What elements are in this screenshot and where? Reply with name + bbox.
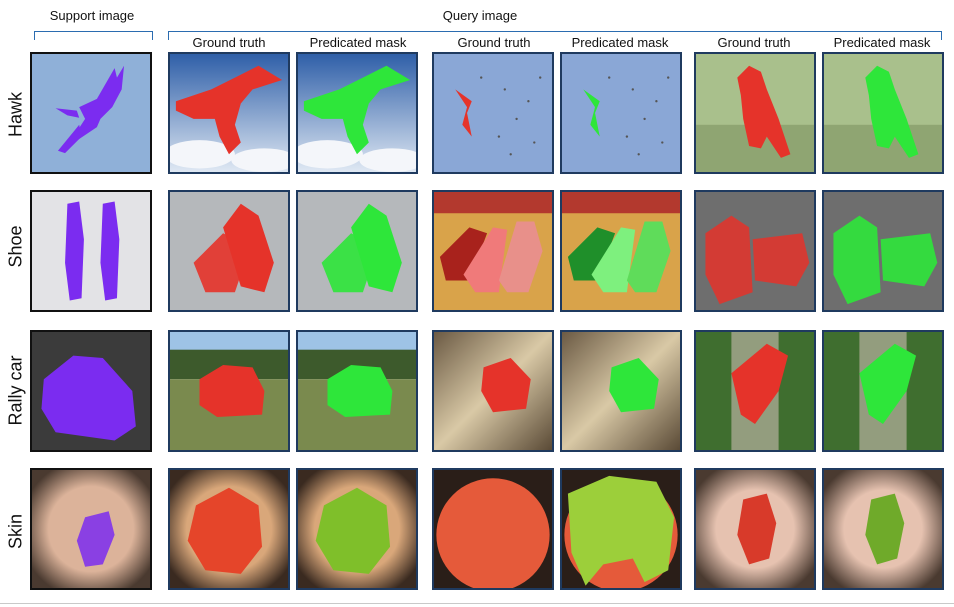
skin-3-predicted-mask (822, 468, 944, 590)
support-image-header: Support image (49, 8, 135, 23)
row-label-shoe: Shoe (5, 225, 26, 268)
hawk-support-image (30, 52, 152, 174)
skin-1-ground-truth (168, 468, 290, 590)
skin-2-predicted-mask (560, 468, 682, 590)
rally-car-2-ground-truth (432, 330, 554, 452)
predicted-mask-header-2: Predicated mask (571, 35, 669, 50)
hawk-1-predicted-mask (296, 52, 418, 174)
query-image-header: Query image (442, 8, 518, 23)
rally-car-1-predicted-mask (296, 330, 418, 452)
shoe-support-image (30, 190, 152, 312)
query-bracket (168, 31, 942, 40)
ground-truth-header-3: Ground truth (717, 35, 791, 50)
rally-car-3-predicted-mask (822, 330, 944, 452)
hawk-3-ground-truth (694, 52, 816, 174)
hawk-1-ground-truth (168, 52, 290, 174)
hawk-2-ground-truth (432, 52, 554, 174)
skin-2-ground-truth (432, 468, 554, 590)
skin-3-ground-truth (694, 468, 816, 590)
shoe-1-predicted-mask (296, 190, 418, 312)
row-label-hawk: Hawk (5, 92, 26, 138)
shoe-2-ground-truth (432, 190, 554, 312)
ground-truth-header-2: Ground truth (457, 35, 531, 50)
rally-car-3-ground-truth (694, 330, 816, 452)
skin-1-predicted-mask (296, 468, 418, 590)
shoe-3-predicted-mask (822, 190, 944, 312)
predicted-mask-header-3: Predicated mask (833, 35, 931, 50)
predicted-mask-header-1: Predicated mask (309, 35, 407, 50)
shoe-2-predicted-mask (560, 190, 682, 312)
row-label-skin: Skin (5, 514, 26, 550)
hawk-2-predicted-mask (560, 52, 682, 174)
support-bracket (34, 31, 153, 40)
ground-truth-header-1: Ground truth (192, 35, 266, 50)
rally-car-1-ground-truth (168, 330, 290, 452)
shoe-3-ground-truth (694, 190, 816, 312)
rally-car-support-image (30, 330, 152, 452)
row-label-rally-car: Rally car (5, 355, 26, 426)
hawk-3-predicted-mask (822, 52, 944, 174)
rally-car-2-predicted-mask (560, 330, 682, 452)
bottom-divider (0, 603, 954, 604)
skin-support-image (30, 468, 152, 590)
shoe-1-ground-truth (168, 190, 290, 312)
